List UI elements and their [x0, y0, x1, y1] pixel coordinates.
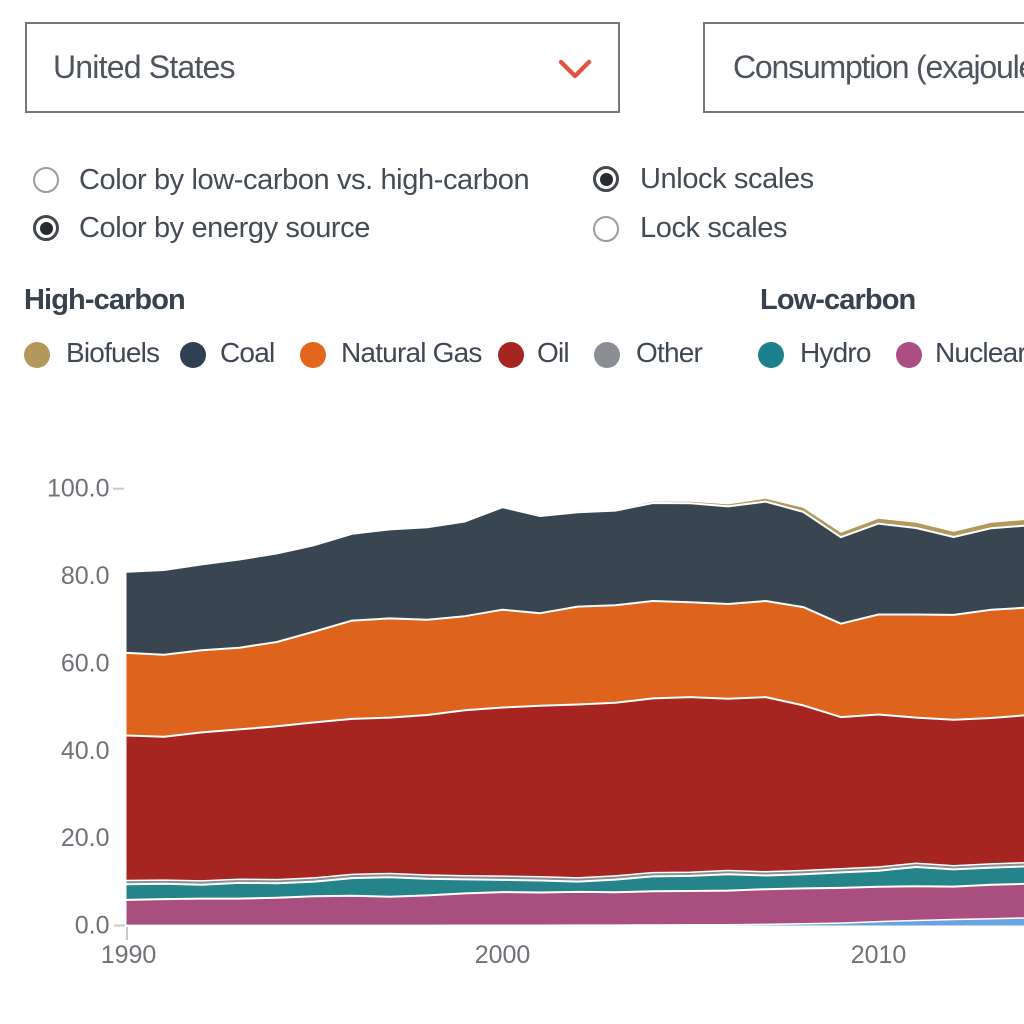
svg-text:60.0: 60.0: [61, 649, 110, 677]
svg-text:2000: 2000: [475, 941, 531, 969]
svg-text:0.0: 0.0: [75, 912, 110, 940]
svg-text:100.0: 100.0: [47, 475, 110, 503]
svg-text:1990: 1990: [101, 941, 157, 969]
svg-text:20.0: 20.0: [61, 824, 110, 852]
svg-text:40.0: 40.0: [61, 737, 110, 765]
svg-text:2010: 2010: [851, 941, 907, 969]
svg-text:80.0: 80.0: [61, 562, 110, 590]
